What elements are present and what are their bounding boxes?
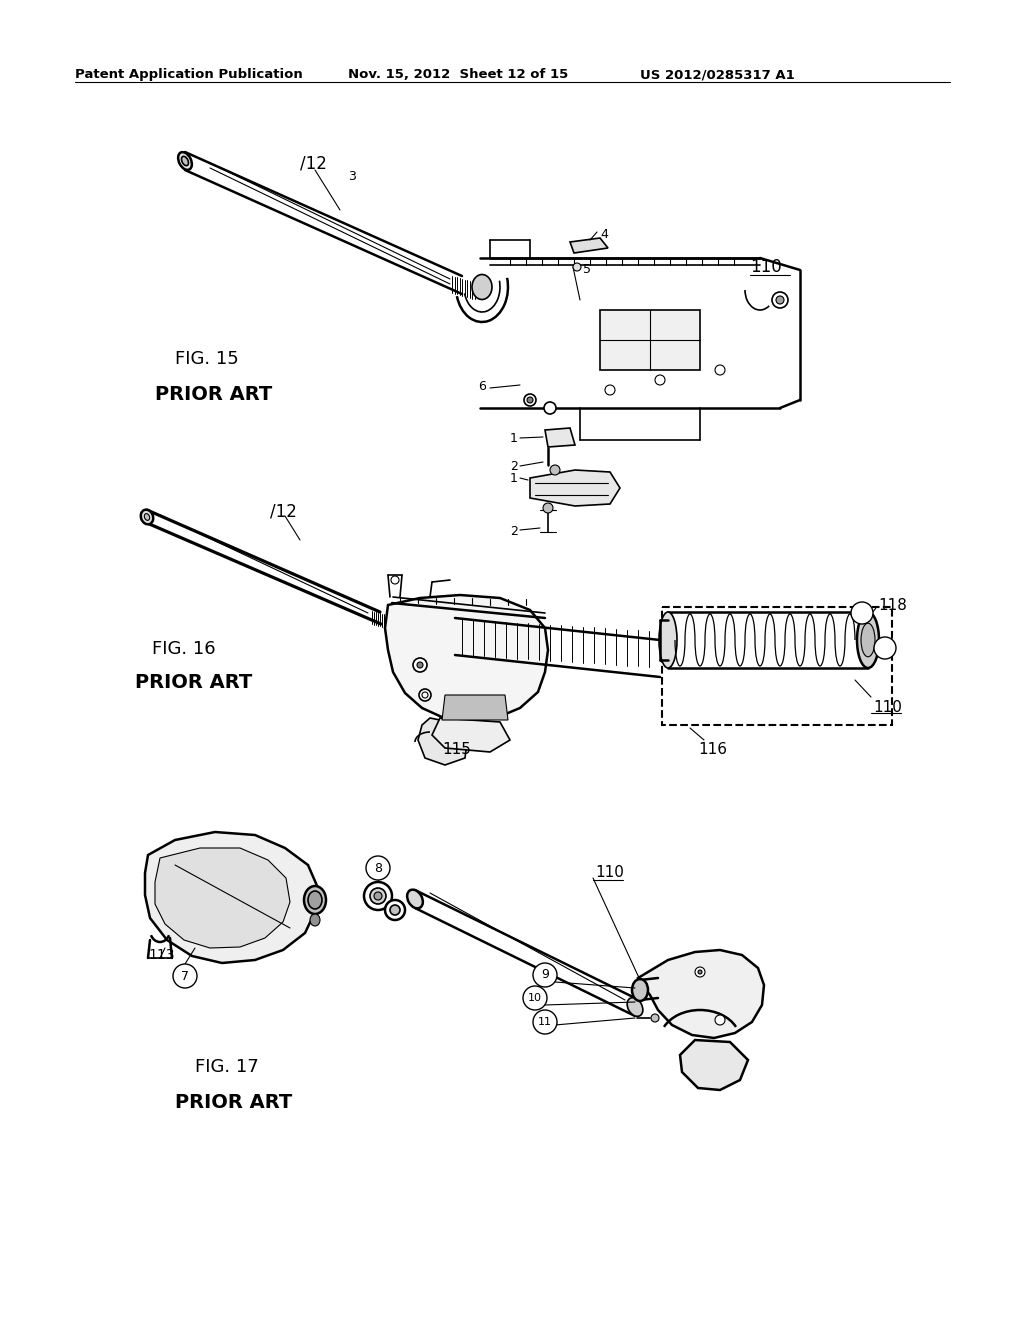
Polygon shape: [385, 595, 548, 722]
Text: PRIOR ART: PRIOR ART: [135, 673, 252, 692]
Text: 2: 2: [510, 525, 518, 539]
Text: 110: 110: [750, 257, 781, 276]
Polygon shape: [155, 847, 290, 948]
Text: Nov. 15, 2012  Sheet 12 of 15: Nov. 15, 2012 Sheet 12 of 15: [348, 69, 568, 81]
Circle shape: [715, 366, 725, 375]
Text: PRIOR ART: PRIOR ART: [175, 1093, 292, 1111]
Text: FIG. 16: FIG. 16: [152, 640, 216, 657]
Text: 1: 1: [510, 473, 518, 484]
Text: /12: /12: [300, 154, 327, 173]
Ellipse shape: [308, 891, 322, 909]
Ellipse shape: [659, 612, 677, 668]
Circle shape: [385, 900, 406, 920]
Polygon shape: [600, 310, 700, 370]
Circle shape: [573, 263, 581, 271]
Polygon shape: [680, 1040, 748, 1090]
Ellipse shape: [144, 513, 150, 520]
Ellipse shape: [304, 886, 326, 913]
Circle shape: [874, 638, 896, 659]
Text: 110: 110: [595, 865, 624, 880]
Circle shape: [422, 692, 428, 698]
Text: 10: 10: [528, 993, 542, 1003]
Circle shape: [776, 296, 784, 304]
Polygon shape: [145, 832, 318, 964]
Circle shape: [419, 689, 431, 701]
Text: 9: 9: [541, 969, 549, 982]
Ellipse shape: [408, 890, 423, 908]
Text: 115: 115: [442, 742, 471, 756]
Circle shape: [523, 986, 547, 1010]
Circle shape: [655, 375, 665, 385]
Polygon shape: [545, 428, 575, 447]
Ellipse shape: [861, 623, 874, 657]
Circle shape: [527, 397, 534, 403]
Text: FIG. 15: FIG. 15: [175, 350, 239, 368]
Text: 4: 4: [600, 228, 608, 242]
Text: 116: 116: [698, 742, 727, 756]
Polygon shape: [570, 238, 608, 253]
Circle shape: [366, 855, 390, 880]
Text: 19: 19: [856, 609, 868, 618]
Circle shape: [605, 385, 615, 395]
Polygon shape: [432, 718, 510, 752]
Text: 8: 8: [374, 862, 382, 874]
Ellipse shape: [857, 612, 879, 668]
Ellipse shape: [472, 275, 492, 300]
Ellipse shape: [178, 152, 191, 170]
Ellipse shape: [181, 156, 188, 165]
Circle shape: [550, 465, 560, 475]
Text: 110: 110: [873, 700, 902, 715]
Text: 1: 1: [510, 432, 518, 445]
Circle shape: [364, 882, 392, 909]
Circle shape: [715, 1015, 725, 1026]
Circle shape: [543, 503, 553, 513]
Polygon shape: [442, 696, 508, 719]
Circle shape: [534, 964, 557, 987]
Ellipse shape: [140, 510, 154, 524]
Text: US 2012/0285317 A1: US 2012/0285317 A1: [640, 69, 795, 81]
Circle shape: [651, 1014, 659, 1022]
Circle shape: [534, 1010, 557, 1034]
Text: 5: 5: [583, 263, 591, 276]
Circle shape: [390, 906, 400, 915]
Text: 6: 6: [478, 380, 485, 393]
Text: 18: 18: [879, 643, 891, 653]
Circle shape: [370, 888, 386, 904]
Polygon shape: [530, 470, 620, 506]
Circle shape: [524, 393, 536, 407]
Circle shape: [413, 657, 427, 672]
Circle shape: [544, 403, 556, 414]
Circle shape: [851, 602, 873, 624]
Text: Patent Application Publication: Patent Application Publication: [75, 69, 303, 81]
Circle shape: [698, 970, 702, 974]
Text: 2: 2: [510, 459, 518, 473]
Circle shape: [772, 292, 788, 308]
Circle shape: [173, 964, 197, 987]
Text: FIG. 17: FIG. 17: [195, 1059, 259, 1076]
Text: 7: 7: [181, 969, 189, 982]
Polygon shape: [418, 718, 468, 766]
Text: PRIOR ART: PRIOR ART: [155, 385, 272, 404]
Circle shape: [374, 892, 382, 900]
Ellipse shape: [632, 979, 648, 1001]
Text: 3: 3: [348, 170, 356, 183]
Polygon shape: [638, 950, 764, 1038]
Text: 113: 113: [148, 948, 174, 962]
Ellipse shape: [310, 913, 319, 927]
Circle shape: [391, 576, 399, 583]
Ellipse shape: [627, 998, 643, 1016]
Circle shape: [695, 968, 705, 977]
Text: 11: 11: [538, 1016, 552, 1027]
Text: /12: /12: [270, 502, 297, 520]
Circle shape: [417, 663, 423, 668]
Text: 118: 118: [878, 598, 907, 612]
